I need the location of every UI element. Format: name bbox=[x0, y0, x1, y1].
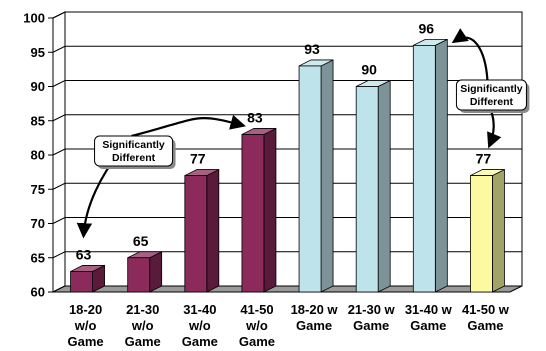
bar-side bbox=[149, 251, 163, 293]
x-axis: 18-20 w/o Game 21-30 w/o Game 31-40 w/o Game 41-5… bbox=[67, 302, 509, 349]
bar-front bbox=[470, 175, 493, 293]
x-tick-label: 21-30 w/o Game bbox=[125, 302, 161, 349]
annotation-arrow bbox=[451, 28, 489, 81]
bar-side bbox=[206, 168, 220, 293]
bar-front bbox=[412, 45, 436, 293]
y-tick-label: 60 bbox=[31, 285, 45, 300]
x-tick-label: 31-40 w Game bbox=[405, 302, 453, 333]
bar bbox=[241, 127, 277, 293]
data-label: 93 bbox=[304, 41, 320, 57]
y-tick-label: 75 bbox=[31, 182, 45, 197]
bar bbox=[298, 59, 334, 293]
x-tick-label: 31-40 w/o Game bbox=[182, 302, 218, 349]
bar bbox=[355, 79, 391, 293]
annotation-arrow bbox=[131, 114, 246, 138]
x-tick-label: 41-50 w/o Game bbox=[239, 302, 275, 349]
y-tick-label: 95 bbox=[31, 45, 45, 60]
bar-side bbox=[434, 38, 448, 293]
callout-text: Significantly Different bbox=[102, 139, 165, 164]
bar bbox=[470, 168, 505, 293]
data-label: 77 bbox=[190, 151, 206, 167]
data-labels: 63 65 77 83 93 90 96 77 bbox=[76, 20, 492, 262]
gridline bbox=[52, 45, 522, 53]
x-tick-label: 21-30 w Game bbox=[348, 302, 396, 333]
data-label: 83 bbox=[247, 109, 263, 125]
callout-box bbox=[94, 135, 174, 167]
data-label: 90 bbox=[361, 62, 377, 78]
bar-side bbox=[320, 59, 334, 293]
bar-side bbox=[263, 127, 277, 293]
y-tick-label: 90 bbox=[31, 79, 45, 94]
bars bbox=[70, 38, 505, 293]
y-axis: 60 65 70 75 80 85 90 95 100 bbox=[23, 11, 54, 300]
bar bbox=[127, 251, 163, 293]
bar bbox=[412, 38, 448, 293]
data-label: 63 bbox=[76, 246, 92, 262]
bar bbox=[184, 168, 220, 293]
y-tick-label: 100 bbox=[23, 11, 45, 26]
bar-front bbox=[298, 65, 322, 293]
bar-side bbox=[492, 168, 505, 293]
y-tick-label: 85 bbox=[31, 113, 45, 128]
x-tick-label: 41-50 w Game bbox=[462, 302, 510, 333]
bar bbox=[70, 264, 105, 293]
bar-front bbox=[70, 271, 93, 293]
gridline bbox=[52, 11, 522, 19]
bar-front bbox=[127, 257, 151, 293]
annotations: Significantly Different Significantly Diffe… bbox=[76, 28, 530, 239]
data-label: 96 bbox=[419, 20, 435, 36]
significance-callout: Significantly Different bbox=[94, 135, 176, 169]
bar-front bbox=[184, 175, 208, 293]
y-tick-label: 65 bbox=[31, 250, 45, 265]
chart-floor bbox=[52, 285, 523, 293]
floor bbox=[52, 285, 523, 293]
y-tick-label: 70 bbox=[31, 216, 45, 231]
data-label: 65 bbox=[133, 233, 149, 249]
annotation-arrow bbox=[487, 111, 502, 149]
callout-box bbox=[455, 79, 527, 111]
x-tick-label: 18-20 w/o Game bbox=[67, 302, 103, 349]
x-tick-label: 18-20 w Game bbox=[291, 302, 339, 333]
y-tick-label: 80 bbox=[31, 148, 45, 163]
bar-front bbox=[355, 86, 379, 293]
data-label: 77 bbox=[476, 151, 492, 167]
callout-text: Significantly Different bbox=[460, 83, 523, 108]
significance-callout: Significantly Different bbox=[455, 79, 530, 113]
bar-side bbox=[377, 79, 391, 293]
bar-front bbox=[241, 134, 265, 293]
